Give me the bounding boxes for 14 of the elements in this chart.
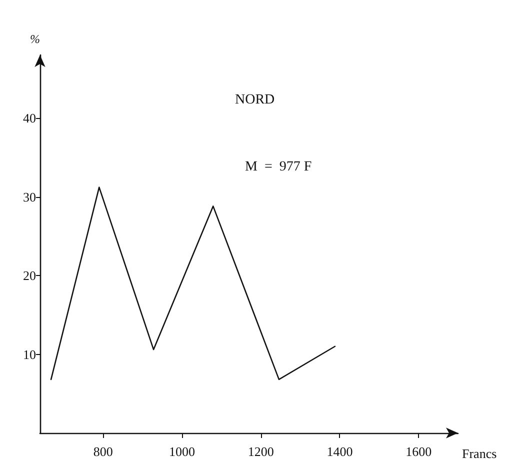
x-tick-label: 1600 (406, 444, 432, 459)
text: NORD (235, 92, 275, 108)
y-axis-title: % (30, 32, 40, 46)
x-tick-label: 1200 (248, 444, 274, 459)
x-tick-label: 1000 (168, 444, 195, 459)
line-series (50, 186, 336, 380)
x-axis-title: Francs (462, 446, 497, 461)
y-tick-label: 30 (23, 189, 36, 204)
x-tick-label: 800 (93, 444, 113, 459)
x-tick-label: 1400 (326, 444, 353, 459)
y-tick-label: 40 (23, 110, 36, 126)
y-tick-label: 20 (23, 268, 36, 283)
y-tick-label: 10 (23, 346, 36, 362)
annotation: M = 977 F (245, 160, 312, 174)
